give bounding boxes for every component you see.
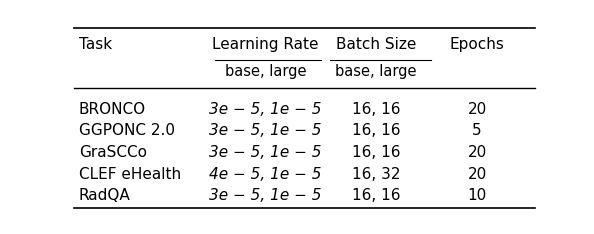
Text: 3e − 5, 1e − 5: 3e − 5, 1e − 5 xyxy=(209,123,321,138)
Text: Learning Rate: Learning Rate xyxy=(212,37,318,52)
Text: base, large: base, large xyxy=(225,64,306,79)
Text: 20: 20 xyxy=(467,102,486,117)
Text: Epochs: Epochs xyxy=(450,37,504,52)
Text: 20: 20 xyxy=(467,167,486,182)
Text: 3e − 5, 1e − 5: 3e − 5, 1e − 5 xyxy=(209,145,321,160)
Text: 16, 16: 16, 16 xyxy=(352,123,400,138)
Text: 3e − 5, 1e − 5: 3e − 5, 1e − 5 xyxy=(209,188,321,203)
Text: 3e − 5, 1e − 5: 3e − 5, 1e − 5 xyxy=(209,102,321,117)
Text: RadQA: RadQA xyxy=(79,188,131,203)
Text: Task: Task xyxy=(79,37,112,52)
Text: 16, 16: 16, 16 xyxy=(352,188,400,203)
Text: GraSCCo: GraSCCo xyxy=(79,145,147,160)
Text: 16, 16: 16, 16 xyxy=(352,102,400,117)
Text: Batch Size: Batch Size xyxy=(336,37,416,52)
Text: base, large: base, large xyxy=(335,64,416,79)
Text: 16, 16: 16, 16 xyxy=(352,145,400,160)
Text: 20: 20 xyxy=(467,145,486,160)
Text: CLEF eHealth: CLEF eHealth xyxy=(79,167,181,182)
Text: 5: 5 xyxy=(472,123,482,138)
Text: GGPONC 2.0: GGPONC 2.0 xyxy=(79,123,175,138)
Text: 4e − 5, 1e − 5: 4e − 5, 1e − 5 xyxy=(209,167,321,182)
Text: 10: 10 xyxy=(467,188,486,203)
Text: BRONCO: BRONCO xyxy=(79,102,146,117)
Text: 16, 32: 16, 32 xyxy=(352,167,400,182)
